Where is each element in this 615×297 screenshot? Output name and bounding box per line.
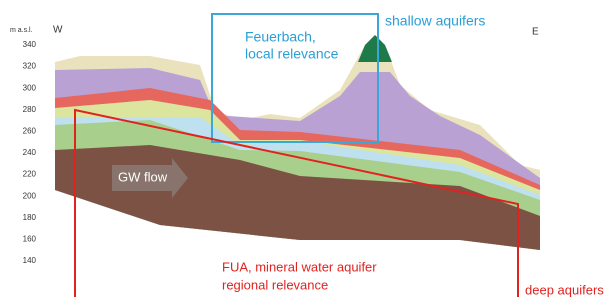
deep-label: deep aquifers [525, 282, 604, 297]
tick-label: 260 [23, 127, 37, 136]
tick-label: 160 [23, 235, 37, 244]
tick-label: 320 [23, 62, 37, 71]
tick-label: 180 [23, 213, 37, 222]
tick-label: 140 [23, 256, 37, 265]
axis-label: m a.s.l. [10, 27, 33, 34]
flow-label: GW flow [118, 169, 168, 184]
tick-label: 340 [23, 40, 37, 49]
tick-label: 300 [23, 83, 37, 92]
tick-label: 200 [23, 191, 37, 200]
tick-label: 280 [23, 105, 37, 114]
tick-label: 240 [23, 148, 37, 157]
west-label: W [53, 25, 63, 36]
cross-section: GW flow m a.s.l. W E 340 320 300 280 260 240 2… [0, 0, 615, 297]
local-callout: local relevance [245, 46, 339, 62]
regional-callout: regional relevance [222, 277, 328, 292]
regional-callout: FUA, mineral water aquifer [222, 259, 377, 274]
tick-label: 220 [23, 170, 37, 179]
shallow-label: shallow aquifers [385, 13, 485, 29]
east-label: E [532, 27, 539, 38]
axis-ticks: 340 320 300 280 260 240 220 200 180 160 140 [23, 40, 37, 265]
local-callout: Feuerbach, [245, 29, 316, 45]
